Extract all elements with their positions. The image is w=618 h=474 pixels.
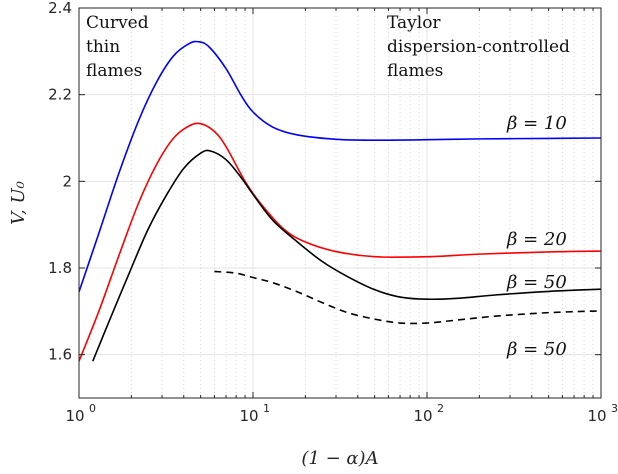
x-tick-label-base: 10 [65, 407, 84, 425]
y-tick-label: 2.4 [48, 0, 72, 17]
annotation-taylor-line: Taylor [387, 13, 441, 33]
series-beta-50-dashed-line [214, 270, 602, 325]
x-tick-label: 10 2 [413, 402, 444, 425]
annotations: β = 10 β = 20 β = 50 β = 50 Curved thin flames… [86, 13, 570, 360]
y-tick-label: 1.6 [48, 346, 72, 364]
annotation-curved-line: thin [86, 37, 120, 57]
series-beta-10-line [78, 40, 602, 293]
x-tick-label-exponent: 1 [263, 402, 270, 415]
plot-frame [78, 7, 602, 399]
x-tick-label: 10 3 [587, 402, 618, 425]
x-tick-label: 10 0 [65, 402, 96, 425]
x-tick-label-exponent: 3 [611, 402, 618, 415]
y-tick-label: 1.8 [48, 259, 72, 277]
series-label: β = 10 [506, 113, 567, 134]
x-tick-label: 10 1 [239, 402, 270, 425]
x-tick-label-base: 10 [239, 407, 258, 425]
series-label: β = 50 [506, 339, 567, 360]
series-lines [78, 40, 602, 362]
annotation-taylor-line: dispersion-controlled [387, 37, 570, 57]
annotation-curved-line: flames [86, 61, 142, 81]
x-tick-label-base: 10 [413, 407, 432, 425]
annotation-curved-line: Curved [86, 13, 149, 33]
x-tick-label-base: 10 [587, 407, 606, 425]
series-label: β = 20 [506, 229, 567, 250]
series-label: β = 50 [506, 272, 567, 293]
series-beta-20-line [78, 122, 602, 362]
y-tick-label: 2.2 [48, 86, 72, 104]
y-tick-label: 2 [62, 172, 72, 190]
x-axis-label: (1 − α)A [301, 448, 378, 469]
series-beta-50-solid-line [92, 149, 602, 362]
x-tick-label-exponent: 0 [89, 402, 96, 415]
annotation-taylor-line: flames [387, 61, 443, 81]
axes: 10 0 10 1 10 2 10 3 1.6 1.8 2 2.2 2.4 (1 − α)A V, U₀ [8, 0, 618, 469]
x-tick-label-exponent: 2 [437, 402, 444, 415]
y-axis-label: V, U₀ [8, 181, 29, 225]
